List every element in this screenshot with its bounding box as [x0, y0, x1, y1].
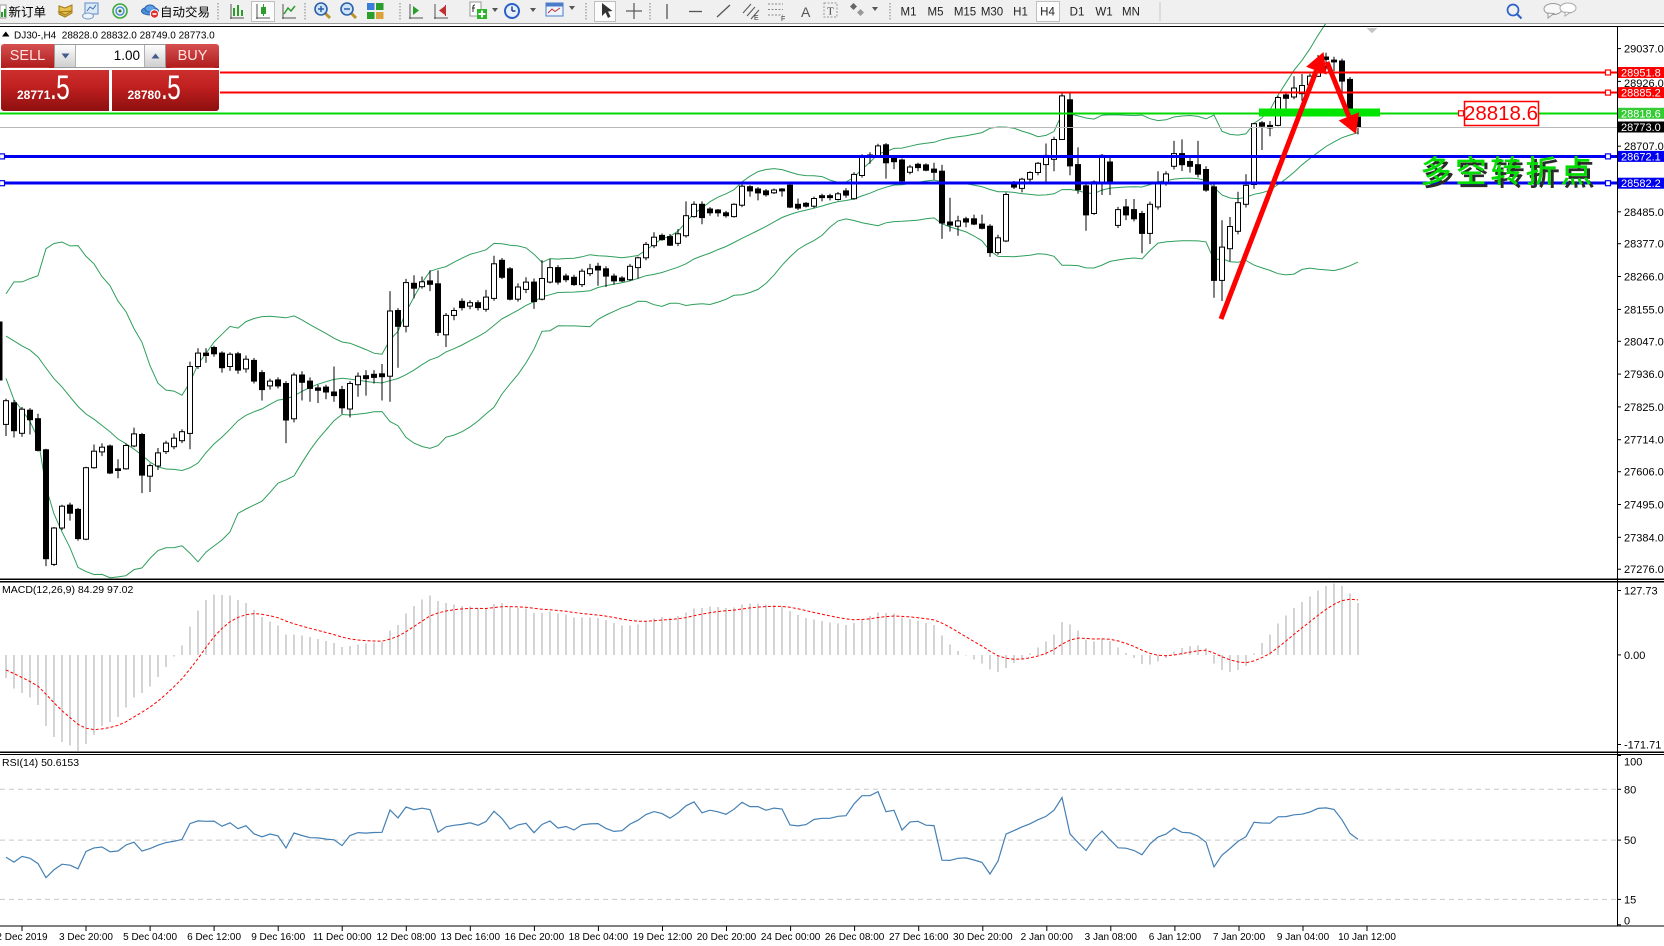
svg-text:0: 0	[1624, 916, 1630, 928]
svg-text:9 Dec 16:00: 9 Dec 16:00	[251, 932, 305, 943]
svg-text:12 Dec 08:00: 12 Dec 08:00	[377, 932, 437, 943]
svg-text:24 Dec 00:00: 24 Dec 00:00	[761, 932, 821, 943]
svg-text:H4: H4	[1040, 7, 1055, 19]
svg-text:28485.0: 28485.0	[1624, 207, 1664, 219]
svg-text:27825.0: 27825.0	[1624, 402, 1664, 414]
svg-text:28155.0: 28155.0	[1624, 304, 1664, 316]
svg-text:27714.0: 27714.0	[1624, 435, 1664, 447]
svg-text:28773.0: 28773.0	[1621, 122, 1661, 134]
svg-text:27495.0: 27495.0	[1624, 500, 1664, 512]
svg-text:27936.0: 27936.0	[1624, 369, 1664, 381]
svg-text:28885.2: 28885.2	[1621, 88, 1661, 100]
svg-text:T: T	[827, 6, 834, 18]
svg-text:26 Dec 08:00: 26 Dec 08:00	[825, 932, 885, 943]
svg-text:27606.0: 27606.0	[1624, 467, 1664, 479]
svg-text:6 Jan 12:00: 6 Jan 12:00	[1149, 932, 1202, 943]
svg-text:D1: D1	[1070, 7, 1085, 19]
svg-text:DJ30-,H4 28828.0 28832.0 2874: DJ30-,H4 28828.0 28832.0 28749.0 28773.0	[14, 31, 215, 42]
svg-text:28951.8: 28951.8	[1621, 68, 1661, 80]
svg-text:5 Dec 04:00: 5 Dec 04:00	[123, 932, 177, 943]
svg-text:2 Dec 2019: 2 Dec 2019	[0, 932, 48, 943]
svg-text:9 Jan 04:00: 9 Jan 04:00	[1277, 932, 1330, 943]
svg-text:M15: M15	[954, 7, 976, 19]
svg-text:28582.2: 28582.2	[1621, 178, 1661, 190]
svg-text:29037.0: 29037.0	[1624, 44, 1664, 56]
svg-text:28672.1: 28672.1	[1621, 151, 1661, 163]
svg-text:3 Jan 08:00: 3 Jan 08:00	[1085, 932, 1138, 943]
svg-text:16 Dec 20:00: 16 Dec 20:00	[505, 932, 565, 943]
svg-text:7 Jan 20:00: 7 Jan 20:00	[1213, 932, 1266, 943]
svg-text:MN: MN	[1122, 7, 1140, 19]
svg-text:MACD(12,26,9) 84.29 97.02: MACD(12,26,9) 84.29 97.02	[2, 584, 133, 596]
svg-text:50: 50	[1624, 835, 1636, 847]
svg-text:27 Dec 16:00: 27 Dec 16:00	[889, 932, 949, 943]
svg-text:30 Dec 20:00: 30 Dec 20:00	[953, 932, 1013, 943]
svg-text:6 Dec 12:00: 6 Dec 12:00	[187, 932, 241, 943]
svg-text:M1: M1	[901, 7, 917, 19]
svg-text:28926.0: 28926.0	[1624, 78, 1664, 90]
svg-text:28818.6: 28818.6	[1464, 102, 1538, 125]
svg-text:127.73: 127.73	[1624, 586, 1658, 598]
svg-text:19 Dec 12:00: 19 Dec 12:00	[633, 932, 693, 943]
svg-text:F: F	[781, 16, 785, 23]
svg-text:100: 100	[1624, 757, 1642, 769]
svg-text:20 Dec 20:00: 20 Dec 20:00	[697, 932, 757, 943]
svg-text:-171.71: -171.71	[1624, 740, 1661, 752]
svg-text:28377.0: 28377.0	[1624, 239, 1664, 251]
svg-text:28818.6: 28818.6	[1621, 108, 1661, 120]
svg-text:15: 15	[1624, 894, 1636, 906]
svg-text:W1: W1	[1095, 7, 1112, 19]
svg-text:28266.0: 28266.0	[1624, 272, 1664, 284]
svg-text:27384.0: 27384.0	[1624, 532, 1664, 544]
svg-text:28047.0: 28047.0	[1624, 336, 1664, 348]
svg-text:13 Dec 16:00: 13 Dec 16:00	[441, 932, 501, 943]
svg-text:3 Dec 20:00: 3 Dec 20:00	[59, 932, 113, 943]
svg-text:M5: M5	[928, 7, 944, 19]
svg-text:27276.0: 27276.0	[1624, 564, 1664, 576]
svg-text:2 Jan 00:00: 2 Jan 00:00	[1021, 932, 1074, 943]
svg-text:0.00: 0.00	[1624, 650, 1645, 662]
svg-text:28707.0: 28707.0	[1624, 141, 1664, 153]
svg-text:10 Jan 12:00: 10 Jan 12:00	[1338, 932, 1396, 943]
svg-text:80: 80	[1624, 784, 1636, 796]
svg-text:E: E	[754, 15, 759, 22]
svg-text:18 Dec 04:00: 18 Dec 04:00	[569, 932, 629, 943]
svg-text:H1: H1	[1013, 7, 1028, 19]
svg-text:11 Dec 00:00: 11 Dec 00:00	[313, 932, 372, 943]
svg-text:RSI(14) 50.6153: RSI(14) 50.6153	[2, 757, 79, 769]
svg-text:A: A	[801, 4, 811, 20]
svg-text:M30: M30	[981, 7, 1003, 19]
